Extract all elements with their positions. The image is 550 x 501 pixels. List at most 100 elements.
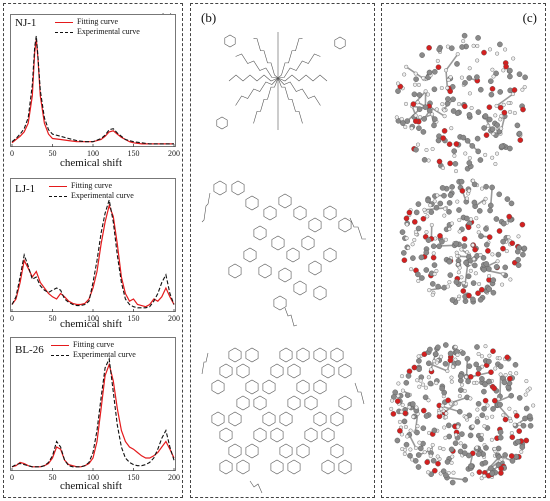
carbon-atom xyxy=(447,350,454,357)
carbon-atom xyxy=(479,412,486,419)
hydrogen-atom xyxy=(455,424,460,429)
x-tick-label: 200 xyxy=(168,314,180,323)
oxygen-atom xyxy=(504,354,510,361)
carbon-atom xyxy=(394,437,401,444)
carbon-atom xyxy=(439,185,446,191)
hydrogen-atom xyxy=(490,155,495,160)
hydrogen-atom xyxy=(400,403,405,408)
hydrogen-atom xyxy=(469,105,474,110)
carbon-atom xyxy=(466,363,473,370)
ring-bond xyxy=(313,285,327,301)
ring-bond xyxy=(219,363,233,379)
carbon-atom xyxy=(452,160,459,167)
carbon-atom xyxy=(484,241,490,248)
ring-bond xyxy=(253,225,267,241)
hydrogen-atom xyxy=(449,375,454,380)
ring-bond xyxy=(271,235,285,251)
chain-bond xyxy=(277,74,328,82)
oxygen-atom xyxy=(435,460,441,467)
experimental-curve-line xyxy=(11,35,174,145)
carbon-atom xyxy=(516,130,523,137)
hydrogen-atom xyxy=(435,193,440,198)
ring-bond xyxy=(293,205,307,221)
carbon-atom xyxy=(501,379,508,386)
oxygen-atom xyxy=(430,254,437,261)
carbon-atom xyxy=(447,192,454,198)
carbon-atom xyxy=(444,459,451,465)
carbon-atom xyxy=(419,52,425,58)
carbon-atom xyxy=(450,108,457,114)
carbon-atom xyxy=(436,243,442,250)
carbon-atom xyxy=(514,248,521,255)
hydrogen-atom xyxy=(506,235,511,240)
hydrogen-atom xyxy=(422,450,427,455)
hydrogen-atom xyxy=(512,422,517,427)
hydrogen-atom xyxy=(459,247,464,252)
hydrogen-atom xyxy=(400,374,405,379)
carbon-atom xyxy=(431,122,437,129)
hydrogen-atom xyxy=(516,234,521,239)
ring-bond xyxy=(219,427,233,443)
carbon-atom xyxy=(487,207,493,214)
hydrogen-atom xyxy=(464,196,469,201)
oxygen-atom xyxy=(492,397,498,404)
hydrogen-atom xyxy=(501,102,506,107)
legend-exp: Experimental curve xyxy=(51,350,136,360)
carbon-atom xyxy=(465,273,472,280)
hydrogen-atom xyxy=(395,81,400,86)
hydrogen-atom xyxy=(442,108,447,113)
carbon-atom xyxy=(436,46,443,53)
ring-bond xyxy=(253,427,267,443)
carbon-atom xyxy=(459,431,465,437)
carbon-atom xyxy=(392,389,399,396)
hydrogen-atom xyxy=(454,250,459,255)
carbon-atom xyxy=(494,122,500,128)
oxygen-atom xyxy=(413,118,419,124)
carbon-atom xyxy=(508,200,515,207)
hydrogen-atom xyxy=(479,354,484,359)
hydrogen-atom xyxy=(475,44,480,49)
hydrogen-atom xyxy=(400,447,405,452)
carbon-atom xyxy=(421,156,428,163)
hydrogen-atom xyxy=(470,178,475,183)
hydrogen-atom xyxy=(499,457,504,462)
oxygen-atom xyxy=(440,135,447,141)
hydrogen-atom xyxy=(510,92,515,97)
hydrogen-atom xyxy=(482,424,487,429)
carbon-atom xyxy=(477,296,484,303)
hydrogen-atom xyxy=(431,251,436,256)
carbon-atom xyxy=(465,378,471,385)
experimental-curve-line xyxy=(11,357,175,468)
hydrogen-atom xyxy=(464,375,469,380)
carbon-atom xyxy=(478,436,484,443)
ring-bond xyxy=(224,34,236,48)
carbon-atom xyxy=(477,157,484,163)
ring-bond xyxy=(323,205,337,221)
hydrogen-atom xyxy=(442,114,447,119)
hydrogen-atom xyxy=(400,388,405,393)
hydrogen-atom xyxy=(426,447,431,452)
hydrogen-atom xyxy=(411,414,416,419)
ring-bond xyxy=(236,363,250,379)
carbon-atom xyxy=(409,401,416,407)
oxygen-atom xyxy=(420,215,427,222)
oxygen-atom xyxy=(496,228,503,234)
hydrogen-atom xyxy=(408,428,413,433)
carbon-atom xyxy=(435,344,441,351)
carbon-atom xyxy=(441,284,448,291)
oxygen-atom xyxy=(435,64,442,70)
hydrogen-atom xyxy=(417,384,422,389)
carbon-atom xyxy=(428,209,435,215)
carbon-atom xyxy=(415,271,421,278)
legend-fit-label: Fitting curve xyxy=(77,17,119,26)
carbon-atom xyxy=(446,422,452,429)
carbon-atom xyxy=(501,220,507,227)
fitting-curve-line xyxy=(11,203,175,308)
carbon-atom xyxy=(403,441,410,448)
oxygen-atom xyxy=(406,368,413,375)
carbon-atom xyxy=(483,261,490,267)
legend-fit-swatch xyxy=(55,21,73,23)
carbon-atom xyxy=(493,70,499,77)
hydrogen-atom xyxy=(439,406,444,411)
hydrogen-atom xyxy=(456,270,461,275)
